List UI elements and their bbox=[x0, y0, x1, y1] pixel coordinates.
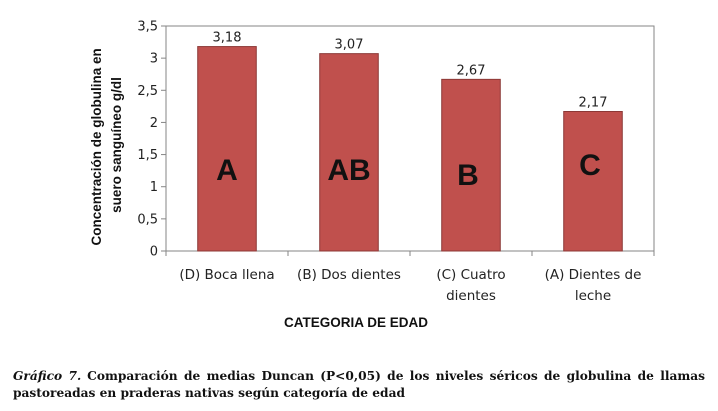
bar-group-letter: A bbox=[216, 154, 238, 187]
bar-group-letter: B bbox=[457, 159, 479, 192]
bar-value-label: 2,67 bbox=[457, 63, 486, 78]
plot-area: 0 0,5 1 1,5 2 2,5 3 3,5 3,18 A (D) Boca llena 3,07 A… bbox=[137, 20, 655, 304]
y-tick-label: 1,5 bbox=[137, 148, 158, 163]
x-category-label-line: dientes bbox=[446, 288, 496, 304]
x-category-label-line: (C) Cuatro bbox=[436, 267, 505, 283]
bar-value-label: 3,07 bbox=[335, 38, 364, 53]
y-axis-title-line-1: Concentración de globulina en bbox=[89, 48, 104, 245]
x-category-label-line: (B) Dos dientes bbox=[297, 267, 401, 283]
bar-chart: 0 0,5 1 1,5 2 2,5 3 3,5 3,18 A (D) Boca llena 3,07 A… bbox=[89, 20, 655, 330]
x-category-label-line: leche bbox=[575, 288, 611, 304]
x-axis-title: CATEGORIA DE EDAD bbox=[284, 315, 428, 330]
y-tick-label: 3 bbox=[150, 52, 158, 67]
bar bbox=[441, 78, 501, 252]
y-tick-label: 1 bbox=[150, 180, 158, 195]
x-category-label: (B) Dos dientes bbox=[297, 267, 401, 283]
y-axis-title-line-2: suero sanguíneo g/dl bbox=[109, 77, 124, 213]
figure-caption: Gráfico 7. Comparación de medias Duncan … bbox=[13, 368, 705, 402]
x-category-label-line: (D) Boca llena bbox=[179, 267, 274, 283]
y-tick-label: 2,5 bbox=[137, 84, 158, 99]
bar-value-label: 2,17 bbox=[579, 96, 608, 111]
x-category-label: (D) Boca llena bbox=[179, 267, 274, 283]
y-axis-title: Concentración de globulina en suero sang… bbox=[89, 44, 124, 245]
y-tick-label: 0 bbox=[150, 245, 158, 260]
bar-group-letter: C bbox=[579, 149, 601, 182]
bar bbox=[197, 46, 257, 252]
bar-group-letter: AB bbox=[327, 154, 370, 187]
x-category-label: (C) Cuatro dientes bbox=[436, 267, 505, 304]
caption-lead: Gráfico 7. bbox=[13, 369, 82, 383]
y-tick-label: 0,5 bbox=[137, 212, 158, 227]
x-category-label: (A) Dientes de leche bbox=[545, 267, 642, 304]
bar bbox=[563, 111, 623, 252]
x-category-label-line: (A) Dientes de bbox=[545, 267, 642, 283]
bar bbox=[319, 53, 379, 252]
y-tick-label: 3,5 bbox=[137, 20, 158, 35]
bar-value-label: 3,18 bbox=[213, 31, 242, 46]
y-tick-label: 2 bbox=[150, 116, 158, 131]
caption-text: Comparación de medias Duncan (P<0,05) de… bbox=[13, 369, 706, 400]
